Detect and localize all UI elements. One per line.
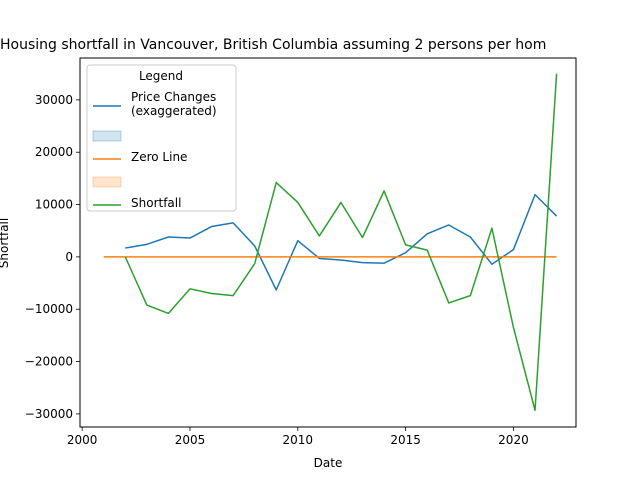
data-point (426, 232, 429, 235)
data-point (232, 294, 235, 297)
plot-area-frame (79, 57, 577, 428)
legend-swatch-patch (92, 176, 122, 188)
y-tick-label: −10000 (25, 302, 73, 316)
data-point (383, 189, 386, 192)
data-point (102, 255, 105, 258)
y-tick-label: 30000 (35, 93, 73, 107)
series-line-2 (124, 73, 558, 411)
legend-label: Zero Line (131, 150, 187, 164)
data-point (318, 234, 321, 237)
data-point (188, 237, 191, 240)
data-point (512, 248, 515, 251)
x-axis-ticks: 2000 2005 2010 2015 2020 (67, 427, 529, 447)
legend-label: Price Changes (exaggerated) (131, 90, 217, 118)
data-point (469, 236, 472, 239)
legend-swatch-patch (92, 130, 122, 142)
x-tick-label: 2000 (67, 433, 98, 447)
y-tick-label: 20000 (35, 145, 73, 159)
x-tick-label: 2015 (390, 433, 421, 447)
data-point (167, 312, 170, 315)
legend-entries: Price Changes (exaggerated) Zero Line Short… (92, 90, 217, 210)
y-tick-label: −20000 (25, 355, 73, 369)
legend: Legend Price Changes (exaggerated) Zero Li… (86, 64, 237, 212)
data-point (210, 292, 213, 295)
data-point (296, 239, 299, 242)
data-point (534, 409, 537, 412)
data-point (253, 244, 256, 247)
legend-title: Legend (139, 69, 183, 83)
data-point (555, 255, 558, 258)
x-tick-label: 2020 (498, 433, 529, 447)
data-point (145, 243, 148, 246)
data-point (145, 304, 148, 307)
data-point (404, 243, 407, 246)
x-tick-label: 2010 (283, 433, 314, 447)
data-point (361, 261, 364, 264)
data-point (339, 259, 342, 262)
data-point (361, 236, 364, 239)
data-point (210, 225, 213, 228)
data-point (426, 249, 429, 252)
data-point (339, 201, 342, 204)
y-axis-label: Shortfall (0, 218, 11, 268)
data-point (555, 215, 558, 218)
data-point (512, 326, 515, 329)
data-point (167, 236, 170, 239)
x-axis-label: Date (314, 456, 343, 470)
data-point (447, 223, 450, 226)
data-point (124, 247, 127, 250)
data-point (275, 181, 278, 184)
data-point (404, 251, 407, 254)
y-tick-label: 10000 (35, 198, 73, 212)
data-point (490, 227, 493, 230)
data-point (296, 201, 299, 204)
data-point (469, 294, 472, 297)
x-tick-label: 2005 (175, 433, 206, 447)
y-axis-ticks: −30000 −20000 −10000 0 10000 20000 30000 (25, 93, 80, 421)
data-point (490, 263, 493, 266)
series-line-0 (125, 193, 558, 291)
data-point (555, 72, 558, 75)
y-tick-label: 0 (65, 250, 73, 264)
chart-title: Housing shortfall in Vancouver, British … (0, 37, 546, 53)
y-tick-label: −30000 (25, 407, 73, 421)
plot-series (102, 72, 558, 412)
data-point (188, 287, 191, 290)
data-point (275, 288, 278, 291)
data-point (253, 262, 256, 265)
data-point (447, 301, 450, 304)
data-point (232, 221, 235, 224)
data-point (534, 193, 537, 196)
data-point (383, 262, 386, 265)
data-point (124, 255, 127, 258)
legend-label: Shortfall (131, 196, 181, 210)
legend-box (86, 64, 237, 212)
